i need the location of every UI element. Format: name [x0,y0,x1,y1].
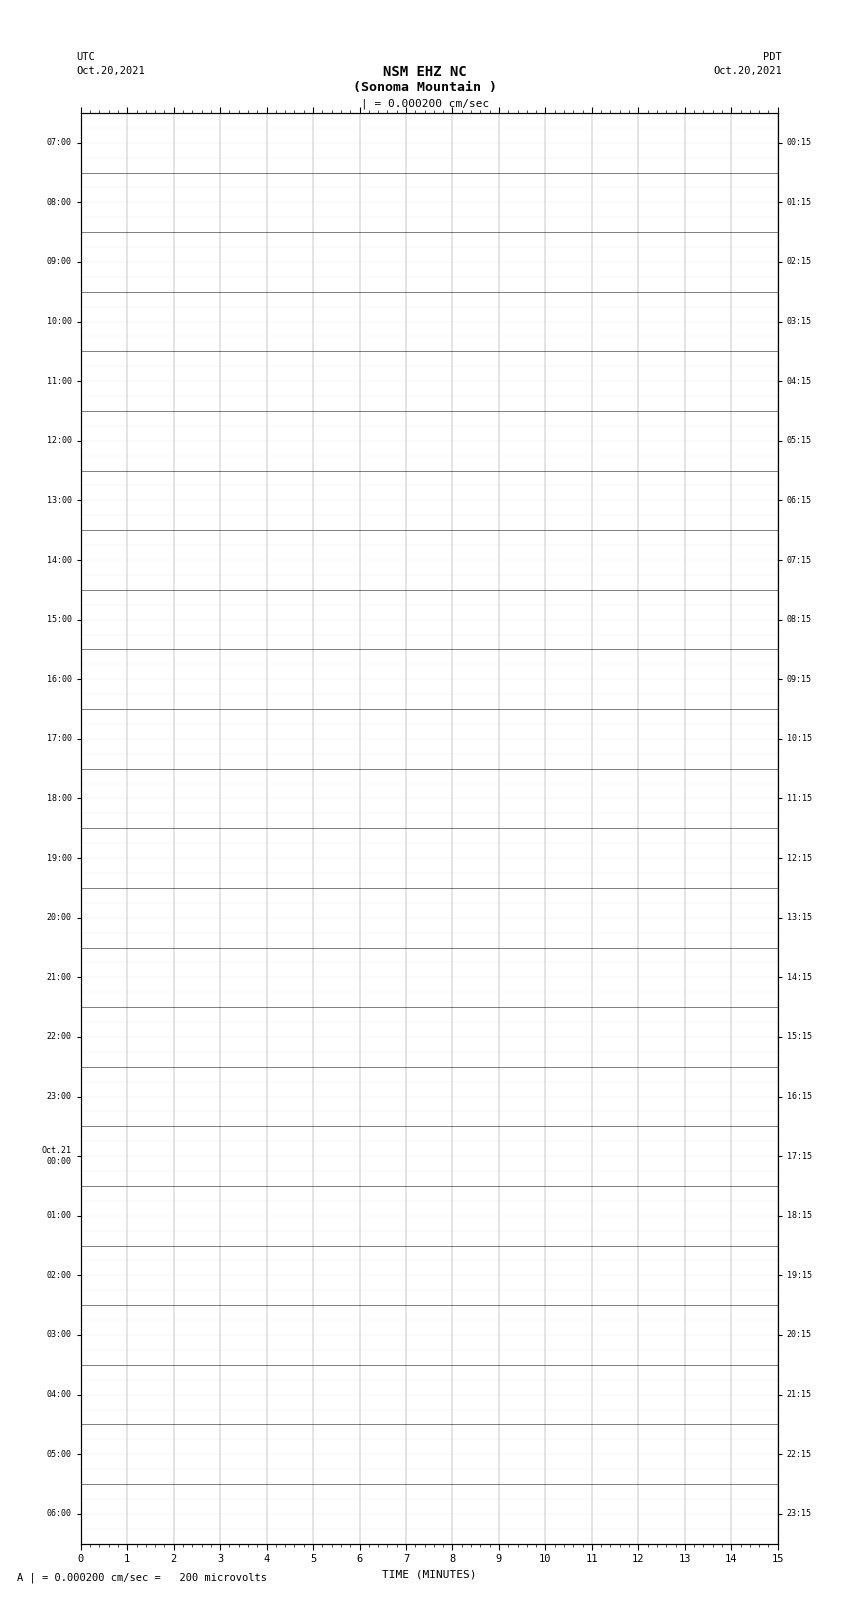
Text: Oct.20,2021: Oct.20,2021 [76,66,145,76]
Text: PDT: PDT [763,52,782,61]
Text: Oct.20,2021: Oct.20,2021 [713,66,782,76]
Text: UTC: UTC [76,52,95,61]
Text: (Sonoma Mountain ): (Sonoma Mountain ) [353,81,497,94]
X-axis label: TIME (MINUTES): TIME (MINUTES) [382,1569,477,1579]
Text: | = 0.000200 cm/sec: | = 0.000200 cm/sec [361,98,489,110]
Text: A | = 0.000200 cm/sec =   200 microvolts: A | = 0.000200 cm/sec = 200 microvolts [17,1573,267,1582]
Text: NSM EHZ NC: NSM EHZ NC [383,65,467,79]
